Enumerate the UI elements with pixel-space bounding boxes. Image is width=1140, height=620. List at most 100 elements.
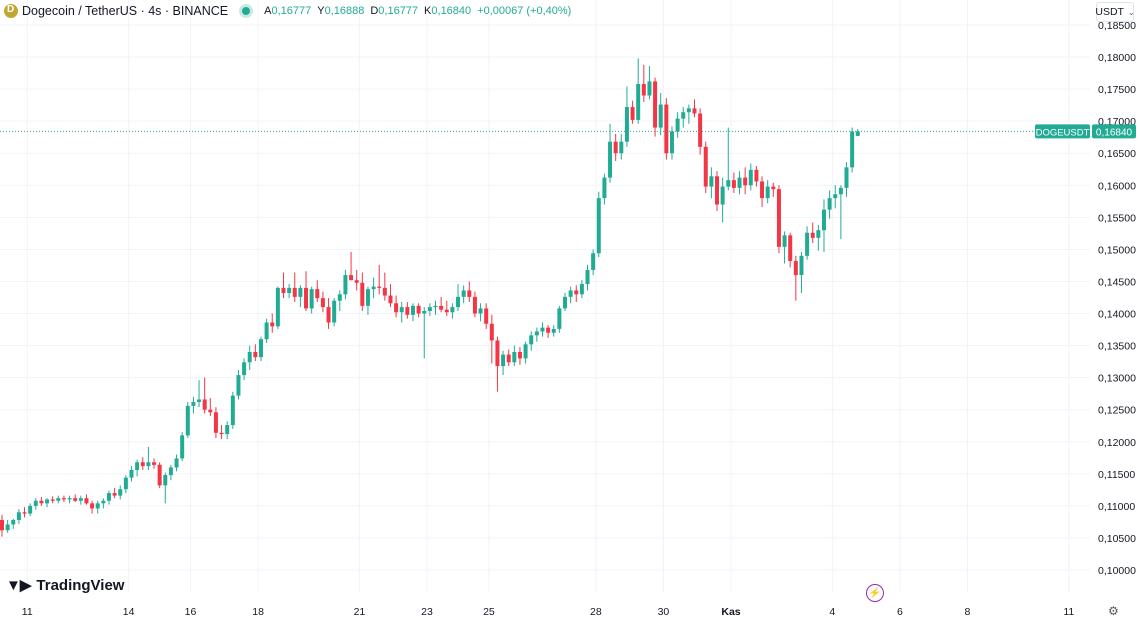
price-tick-label: 0,16000: [1098, 180, 1136, 192]
candle-body: [776, 189, 781, 247]
candle-body: [180, 435, 185, 459]
candle-body: [123, 477, 128, 490]
candle-body: [230, 395, 235, 426]
candle: [647, 66, 652, 100]
ohlc-open-value: 0,16777: [271, 5, 312, 17]
candle: [484, 303, 489, 329]
price-tick-label: 0,10500: [1098, 533, 1136, 545]
candle: [371, 277, 376, 299]
candle: [388, 284, 393, 308]
candle: [546, 325, 551, 338]
candle: [816, 225, 821, 251]
candle-body: [45, 499, 50, 504]
ohlc-low-value: 0,16777: [378, 5, 419, 17]
time-tick-label: 21: [354, 606, 366, 618]
candle-body: [360, 282, 365, 306]
candle-body: [821, 209, 826, 231]
candle: [675, 112, 680, 138]
candle: [281, 272, 286, 299]
candles: [0, 58, 860, 537]
symbol-tag-label: DOGEUSDT: [1036, 127, 1090, 138]
candle: [613, 134, 618, 161]
candle-body: [33, 500, 38, 506]
candle: [855, 128, 860, 136]
time-tick-label: 28: [590, 606, 602, 618]
candle-body: [236, 375, 241, 396]
candle-body: [540, 327, 545, 332]
candle-body: [827, 198, 832, 210]
candle-body: [73, 498, 78, 501]
candle: [185, 402, 190, 438]
price-tick-label: 0,18000: [1098, 52, 1136, 64]
candle-body: [782, 235, 787, 247]
candle-body: [546, 327, 551, 333]
candle-body: [737, 177, 742, 188]
candle: [152, 458, 157, 469]
candle-body: [720, 186, 725, 205]
candle-body: [833, 194, 838, 199]
candle-body: [394, 303, 399, 313]
candle-body: [850, 131, 855, 168]
candle: [653, 77, 658, 137]
candle-body: [844, 167, 849, 188]
candle: [174, 454, 179, 472]
candle: [337, 290, 342, 311]
candle: [472, 291, 477, 318]
candle-body: [78, 498, 83, 501]
candle: [557, 305, 562, 333]
candle-body: [551, 328, 556, 333]
candle: [743, 167, 748, 195]
candle-body: [557, 308, 562, 329]
time-tick-label: 11: [22, 606, 33, 618]
candle-body: [106, 493, 111, 501]
tradingview-logo[interactable]: ▼▶ TradingView: [6, 576, 124, 595]
candle-body: [28, 505, 33, 514]
candle-body: [501, 354, 506, 367]
candle-body: [258, 339, 263, 358]
candle-body: [377, 286, 382, 288]
candle-body: [264, 322, 269, 340]
candle-body: [489, 323, 494, 341]
candle: [698, 108, 703, 155]
chevron-down-icon: ⌄: [1127, 7, 1135, 17]
candle: [365, 286, 370, 315]
candle: [512, 345, 517, 367]
candle: [461, 285, 466, 304]
candle: [591, 249, 596, 276]
lightning-icon[interactable]: ⚡: [866, 584, 884, 602]
candle: [287, 284, 292, 299]
candle-body: [731, 180, 736, 188]
candle: [309, 286, 314, 314]
candle: [709, 167, 714, 199]
candle: [56, 495, 61, 504]
gear-icon[interactable]: ⚙: [1108, 604, 1119, 618]
symbol-title[interactable]: Dogecoin / TetherUS · 4s · BINANCE: [22, 4, 229, 18]
candle-body: [512, 352, 517, 363]
candle: [467, 281, 472, 302]
candle: [208, 398, 213, 417]
candle-body: [658, 104, 663, 128]
candle: [163, 472, 168, 504]
candle: [534, 327, 539, 342]
candle-body: [213, 412, 218, 433]
candle: [731, 172, 736, 193]
candle: [225, 421, 230, 440]
price-tick-label: 0,17500: [1098, 84, 1136, 96]
candle-body: [788, 235, 793, 261]
candle: [636, 58, 641, 124]
candle-body: [709, 176, 714, 187]
candle-body: [270, 322, 275, 327]
candle-body: [382, 287, 387, 296]
candle: [630, 100, 635, 124]
candle: [574, 285, 579, 302]
candle-body: [799, 255, 804, 276]
currency-selector[interactable]: USDT ⌄: [1095, 2, 1135, 22]
candle: [22, 507, 27, 518]
candle-body: [388, 295, 393, 304]
candle: [456, 284, 461, 311]
candle-body: [101, 500, 106, 504]
candle: [320, 291, 325, 313]
candle-body: [529, 335, 534, 345]
candle: [213, 407, 218, 438]
